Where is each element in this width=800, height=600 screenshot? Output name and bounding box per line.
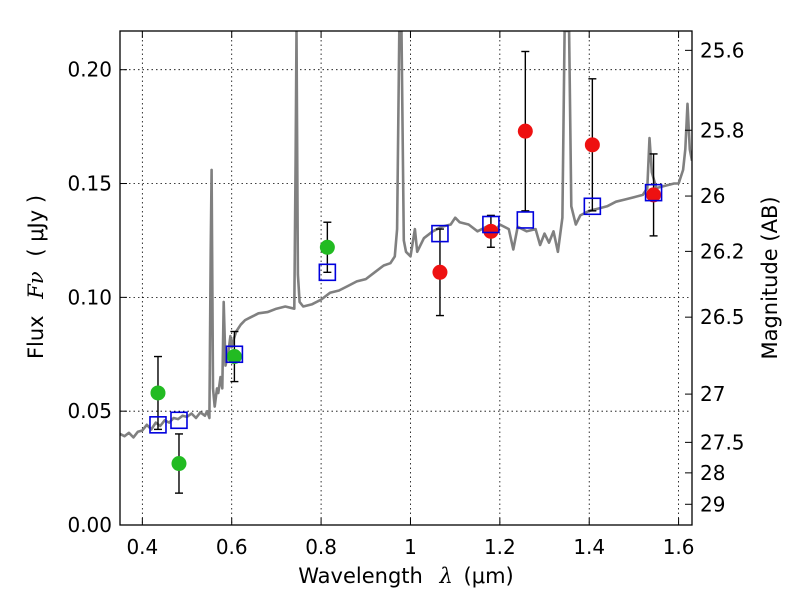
x-tick-label: 0.6 [216,535,248,559]
x-axis-label-symbol: λ [439,564,453,588]
model-square [516,211,535,229]
y-axis-label-unit: ( μJy ) [24,195,48,257]
x-tick-label: 0.4 [126,535,158,559]
grid [120,31,692,526]
x-axis-label-text: Wavelength [298,564,423,588]
model-square [644,183,663,202]
y-tick-label: 0.10 [67,285,112,309]
red-data-point [646,187,662,203]
y2-axis-label: Magnitude (AB) [758,196,782,359]
model-square [149,416,167,434]
y2-tick-label: 25.6 [700,38,745,62]
model-square [170,411,188,430]
green-data-point [171,456,187,472]
error-bars [153,50,658,494]
green-data-point [319,239,335,255]
model-square [431,224,449,243]
y-tick-label: 0.15 [67,172,112,196]
x-tick-label: 1.4 [573,535,605,559]
x-axis-label: Wavelength λ (μm) [298,564,513,588]
y2-tick-label: 27.5 [700,430,745,454]
x-tick-label: 1.2 [484,535,516,559]
y2-tick-label: 26.2 [700,239,745,263]
x-axis-label-unit: (μm) [464,564,514,588]
y2-tick-label: 25.8 [700,118,745,142]
model-square [482,215,500,234]
y2-tick-label: 28 [700,461,725,485]
y-tick-label: 0.20 [67,58,112,82]
red-data-point [432,264,448,280]
model-spectrum [120,31,692,439]
plot-frame [119,30,693,526]
y-axis-label: Flux Fν ( μJy ) [24,195,48,359]
model-square [318,263,337,282]
axis-ticks: 0.4 0.6 0.8 1 1.2 1.4 1.6 0.00 0.05 0.10 0.15 0.20 2… [67,31,745,559]
x-tick-label: 1.6 [663,535,695,559]
y2-tick-label: 29 [700,492,725,516]
y-tick-label: 0.00 [67,513,112,537]
green-data-point [150,385,166,401]
x-tick-label: 1 [404,535,417,559]
model-square [583,197,602,216]
y-axis-label-symbol: Fν [24,271,48,300]
y2-tick-label: 26 [700,184,725,208]
red-data-point [483,223,499,239]
y2-tick-label: 26.5 [700,305,745,329]
red-data-point [517,123,533,139]
green-data-point [226,349,242,365]
x-tick-label: 0.8 [305,535,337,559]
y2-tick-label: 27 [700,382,725,406]
spectrum-line [120,31,692,439]
red-data-point [584,137,600,153]
data-points [149,123,663,472]
y-axis-label-text: Flux [24,315,48,359]
model-square [225,345,244,364]
y-tick-label: 0.05 [67,399,112,423]
